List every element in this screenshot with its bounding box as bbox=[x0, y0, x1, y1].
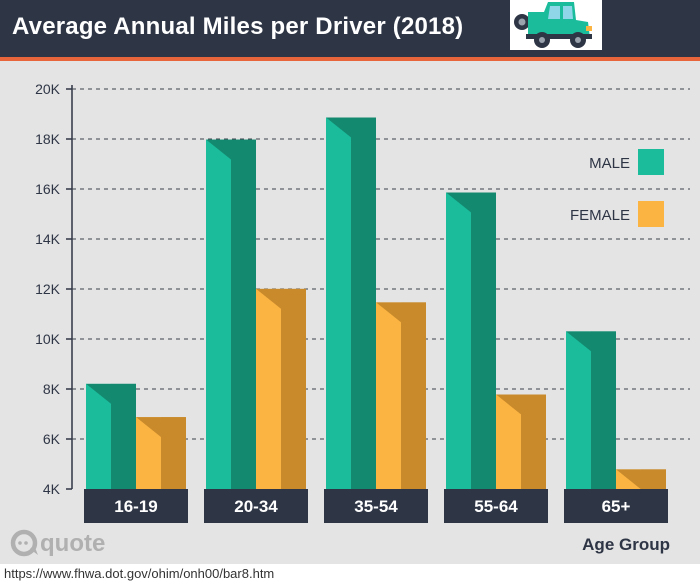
bar-chart: 4K 6K 8K 10K 12K 14K 16K 18K 20K 16-19 20-34 35-54… bbox=[10, 81, 690, 557]
category-label-box bbox=[84, 489, 188, 523]
category-label: 65+ bbox=[602, 497, 631, 516]
accent-stripe bbox=[0, 57, 700, 61]
category-label: 20-34 bbox=[234, 497, 278, 516]
y-tick-label: 4K bbox=[43, 481, 61, 497]
q-speech-bubble-icon bbox=[10, 529, 38, 557]
y-tick-label: 16K bbox=[35, 181, 61, 197]
y-tick-label: 10K bbox=[35, 331, 61, 347]
bar-female-20-34 bbox=[256, 288, 306, 489]
bar-male-20-34 bbox=[206, 139, 256, 489]
bar-female-55-64 bbox=[496, 394, 546, 489]
x-axis-label: Age Group bbox=[582, 535, 670, 554]
category-label: 55-64 bbox=[474, 497, 518, 516]
category-label-box bbox=[204, 489, 308, 523]
category-label: 16-19 bbox=[114, 497, 157, 516]
category-label-box bbox=[564, 489, 668, 523]
bar-female-65+ bbox=[616, 469, 666, 490]
category-label-box bbox=[324, 489, 428, 523]
legend: MALE FEMALE bbox=[570, 149, 664, 227]
chart-area: 4K 6K 8K 10K 12K 14K 16K 18K 20K 16-19 20-34 35-54… bbox=[0, 61, 700, 564]
legend-swatch-male bbox=[638, 149, 664, 175]
y-tick-label: 6K bbox=[43, 431, 61, 447]
logo-text: quote bbox=[40, 530, 105, 557]
category-label-box bbox=[444, 489, 548, 523]
bar-male-35-54 bbox=[326, 117, 376, 490]
chart-title: Average Annual Miles per Driver (2018) bbox=[12, 13, 464, 40]
y-tick-label: 14K bbox=[35, 231, 61, 247]
bar-male-55-64 bbox=[446, 192, 496, 489]
bar-female-35-54 bbox=[376, 302, 426, 489]
bar-male-16-19 bbox=[86, 383, 136, 489]
jeep-icon bbox=[510, 0, 602, 50]
y-tick-label: 20K bbox=[35, 81, 61, 97]
legend-swatch-female bbox=[638, 201, 664, 227]
brand-logo: quote bbox=[10, 529, 105, 557]
category-label: 35-54 bbox=[354, 497, 398, 516]
y-tick-label: 12K bbox=[35, 281, 61, 297]
bar-female-16-19 bbox=[136, 417, 186, 489]
source-url: https://www.fhwa.dot.gov/ohim/onh00/bar8… bbox=[4, 566, 275, 581]
y-tick-label: 8K bbox=[43, 381, 61, 397]
legend-label-male: MALE bbox=[589, 155, 630, 172]
legend-label-female: FEMALE bbox=[570, 207, 630, 224]
y-tick-label: 18K bbox=[35, 131, 61, 147]
bar-male-65+ bbox=[566, 331, 616, 489]
